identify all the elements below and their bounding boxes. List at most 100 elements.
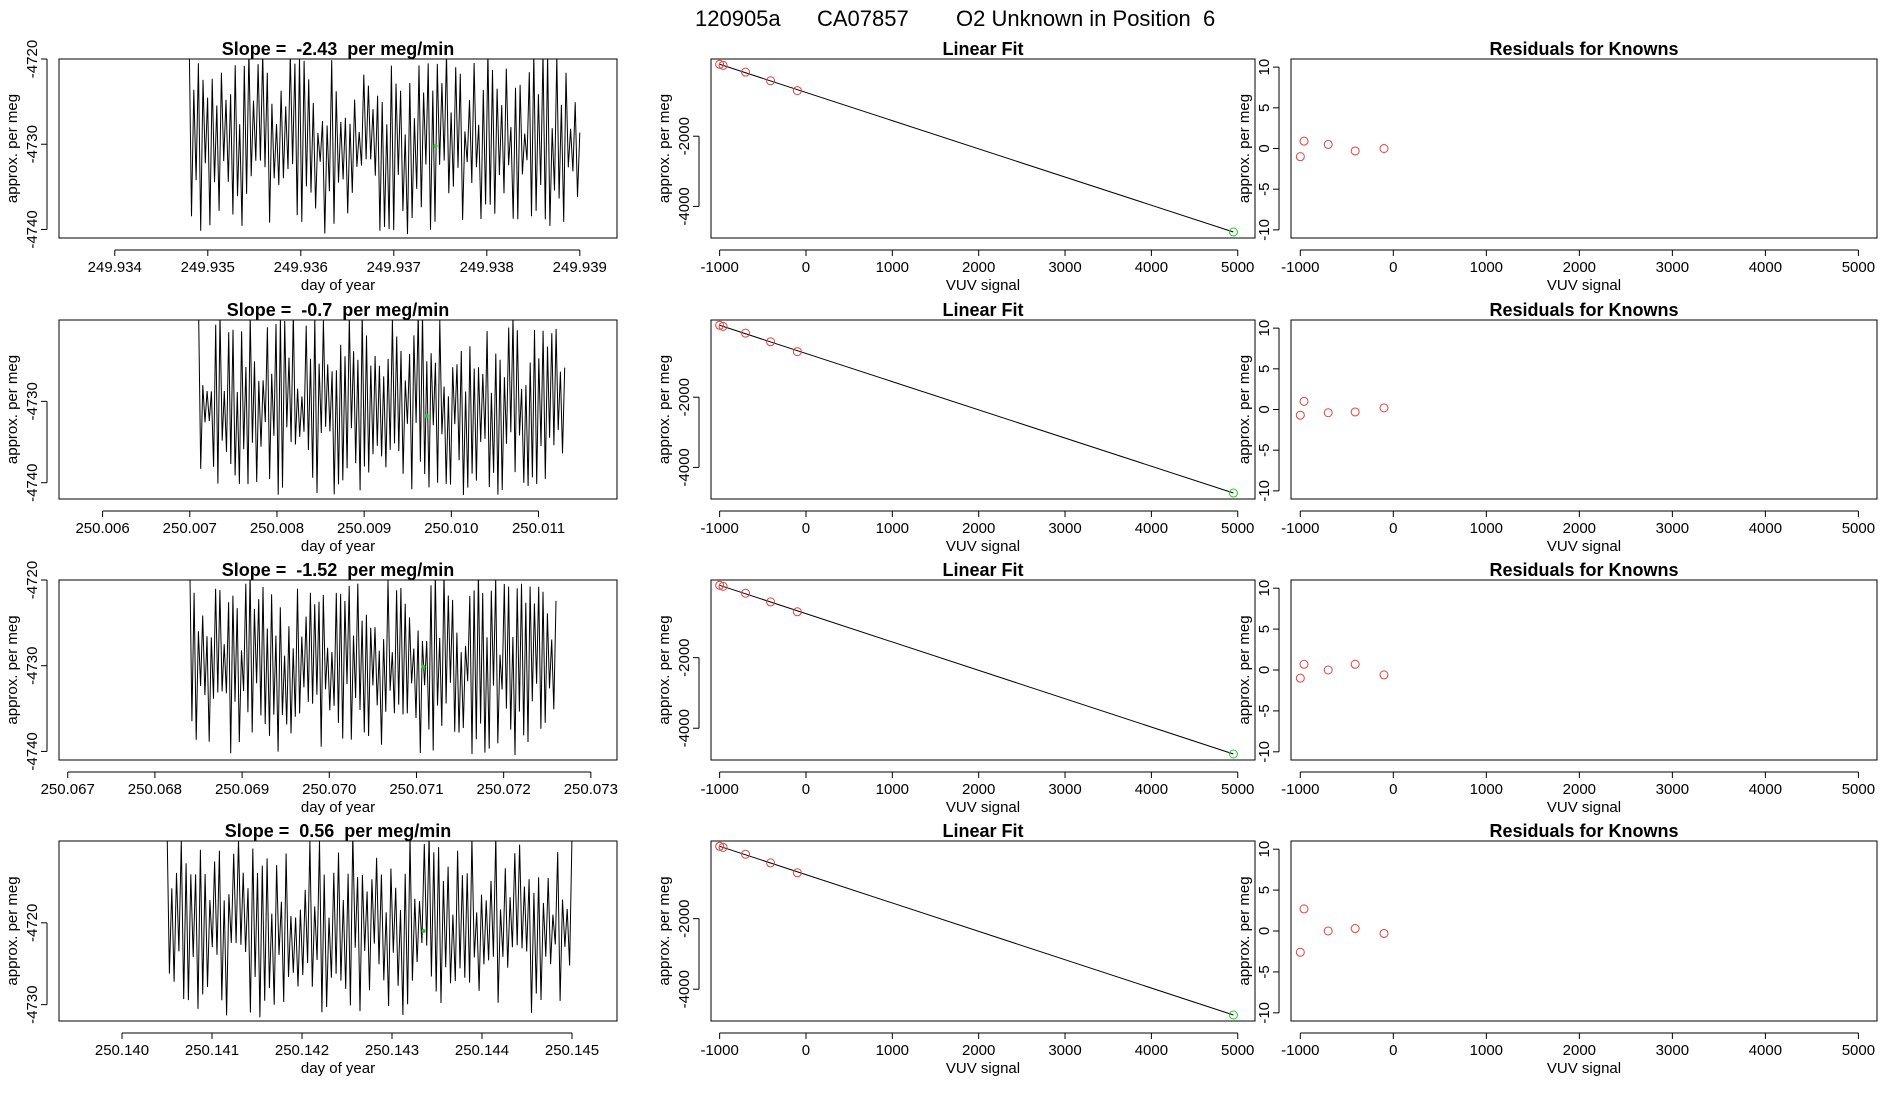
x-tick-label: 5000: [1221, 259, 1254, 276]
x-tick-label: 5000: [1221, 781, 1254, 798]
panel-title: Residuals for Knowns: [1489, 821, 1678, 841]
x-tick-label: 3000: [1048, 781, 1081, 798]
x-tick-label: 3000: [1048, 520, 1081, 537]
plot-area: [1295, 396, 1389, 420]
x-tick-label: 250.143: [365, 1042, 419, 1059]
x-tick-label: 4000: [1135, 1042, 1168, 1059]
header-tank-id: CA07857: [817, 6, 909, 31]
residual-point: [1299, 904, 1309, 914]
x-axis-label: day of year: [301, 277, 375, 294]
y-tick-label: 10: [1256, 841, 1273, 858]
x-tick-label: 3000: [1656, 781, 1689, 798]
panel-r4-c1: Slope = 0.56 per meg/min -4720 -4730approx…: [4, 821, 618, 1077]
known-point: [766, 858, 776, 868]
y-tick-label: -4730: [24, 985, 41, 1023]
y-tick-label: -5: [1256, 183, 1273, 196]
x-tick-label: 1000: [876, 259, 909, 276]
residual-point: [1323, 665, 1333, 675]
plot-area: [715, 320, 1238, 498]
plot-area: [166, 841, 573, 1018]
x-axis-label: VUV signal: [1547, 799, 1621, 816]
x-tick-label: 5000: [1221, 1042, 1254, 1059]
y-tick-label: -2000: [676, 117, 693, 155]
plot-frame: [58, 840, 618, 1022]
y-tick-label: 0: [1256, 666, 1273, 674]
x-tick-label: 3000: [1048, 259, 1081, 276]
fit-line: [719, 845, 1234, 1016]
x-tick-label: -1000: [1281, 520, 1319, 537]
x-tick-label: 249.939: [553, 259, 607, 276]
plot-area: [1295, 904, 1389, 957]
x-tick-label: -1000: [700, 781, 738, 798]
residual-point: [1295, 152, 1305, 162]
x-tick-label: 249.937: [367, 259, 421, 276]
panel-title: Residuals for Knowns: [1489, 560, 1678, 580]
unknown-point: [1228, 488, 1238, 498]
y-axis-label: approx. per meg: [4, 615, 21, 724]
panel-title: Slope = -1.52 per meg/min: [222, 560, 455, 580]
x-tick-label: 250.145: [545, 1042, 599, 1059]
y-tick-label: -10: [1256, 480, 1273, 502]
residual-point: [1299, 659, 1309, 669]
panel-r3-c1: Slope = -1.52 per meg/min -4720 -4730 -4740…: [4, 560, 618, 816]
x-tick-label: 1000: [1470, 520, 1503, 537]
x-tick-label: 250.011: [512, 520, 565, 537]
plot-frame: [710, 579, 1256, 761]
plot-frame: [1290, 840, 1878, 1022]
panel-title: Residuals for Knowns: [1489, 39, 1678, 59]
x-tick-label: 1000: [1470, 781, 1503, 798]
x-axis-label: VUV signal: [946, 538, 1020, 555]
y-axis-label: approx. per meg: [1236, 355, 1253, 464]
y-tick-label: -10: [1256, 1002, 1273, 1024]
y-tick-label: -10: [1256, 219, 1273, 241]
x-tick-label: 250.072: [477, 781, 531, 798]
y-tick-label: -4000: [676, 970, 693, 1008]
residual-point: [1350, 659, 1360, 669]
x-tick-label: -1000: [1281, 259, 1319, 276]
unknown-point: [1228, 749, 1238, 759]
y-tick-label: 0: [1256, 144, 1273, 152]
x-tick-label: 250.010: [424, 520, 478, 537]
x-tick-label: 0: [802, 1042, 810, 1059]
x-tick-label: 5000: [1221, 520, 1254, 537]
known-point: [715, 841, 725, 851]
x-tick-label: 249.936: [274, 259, 328, 276]
y-tick-label: -5: [1256, 704, 1273, 717]
residual-point: [1323, 408, 1333, 418]
y-tick-label: -4740: [24, 464, 41, 502]
known-point: [792, 347, 802, 357]
x-tick-label: 250.070: [302, 781, 356, 798]
x-tick-label: 5000: [1842, 1042, 1875, 1059]
x-axis-label: VUV signal: [1547, 538, 1621, 555]
x-tick-label: 5000: [1842, 781, 1875, 798]
plot-area: [189, 580, 557, 756]
x-tick-label: 0: [802, 781, 810, 798]
x-tick-label: 0: [1389, 1042, 1397, 1059]
y-tick-label: -4720: [24, 561, 41, 599]
panel-title: Linear Fit: [942, 300, 1023, 320]
known-point: [741, 849, 751, 859]
x-tick-label: 249.938: [460, 259, 514, 276]
known-point: [715, 580, 725, 590]
known-point: [766, 337, 776, 347]
x-tick-label: 250.071: [389, 781, 443, 798]
plot-frame: [710, 319, 1256, 500]
y-tick-label: -2000: [676, 899, 693, 937]
known-point: [718, 581, 728, 591]
y-axis-label: approx. per meg: [656, 94, 673, 203]
x-axis-label: VUV signal: [1547, 277, 1621, 294]
known-point: [741, 67, 751, 77]
known-point: [792, 607, 802, 617]
plot-frame: [710, 58, 1256, 239]
y-axis-label: approx. per meg: [656, 876, 673, 985]
x-axis-label: VUV signal: [946, 1060, 1020, 1077]
mean-marker: [424, 414, 429, 419]
plot-frame: [1290, 319, 1878, 500]
x-tick-label: 0: [802, 520, 810, 537]
y-axis-label: approx. per meg: [1236, 615, 1253, 724]
panel-title: Linear Fit: [942, 821, 1023, 841]
